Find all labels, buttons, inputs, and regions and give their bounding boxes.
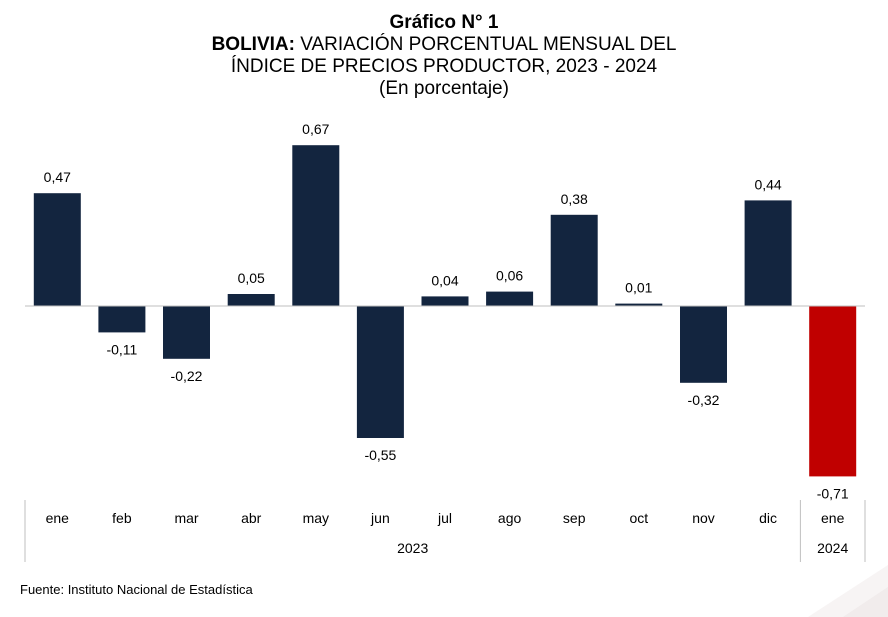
bar-5 — [356, 306, 404, 438]
data-label-3: 0,05 — [238, 270, 265, 286]
bar-2 — [163, 306, 210, 359]
bars-group: 0,47 -0,11 -0,22 0,05 0,67 -0,55 0,04 0,06 0,38 0… — [33, 121, 857, 501]
category-label-12: ene — [821, 510, 845, 526]
data-label-9: 0,01 — [625, 280, 652, 296]
category-label-2: mar — [174, 510, 198, 526]
data-label-11: 0,44 — [754, 176, 781, 192]
chart-title-block: Gráfico N° 1 BOLIVIA: VARIACIÓN PORCENTU… — [0, 12, 888, 100]
category-label-5: jun — [370, 510, 390, 526]
data-label-0: 0,47 — [44, 169, 71, 185]
category-label-8: sep — [563, 510, 586, 526]
chart-title-text: VARIACIÓN PORCENTUAL MENSUAL DEL — [294, 34, 677, 55]
year-label-1: 2024 — [817, 540, 848, 556]
bar-1 — [98, 306, 146, 333]
category-label-7: ago — [498, 510, 522, 526]
bar-8 — [550, 214, 598, 306]
data-label-2: -0,22 — [171, 368, 203, 384]
year-label-0: 2023 — [397, 540, 428, 556]
category-label-10: nov — [692, 510, 715, 526]
category-label-11: dic — [759, 510, 777, 526]
data-label-8: 0,38 — [561, 191, 588, 207]
data-label-4: 0,67 — [302, 121, 329, 137]
chart-title-country: BOLIVIA: — [211, 34, 295, 55]
data-label-5: -0,55 — [364, 447, 396, 463]
bar-9 — [615, 303, 663, 306]
category-axis: ene feb mar abr may jun jul ago sep oct nov dic ene 2… — [24, 500, 866, 562]
bar-0 — [33, 193, 81, 306]
bar-4 — [292, 145, 340, 306]
category-label-4: may — [303, 510, 329, 526]
category-label-3: abr — [241, 510, 262, 526]
data-label-12: -0,71 — [817, 485, 849, 501]
chart-number: Gráfico N° 1 — [389, 12, 499, 33]
data-label-10: -0,32 — [688, 392, 720, 408]
corner-decoration — [808, 565, 888, 617]
data-label-7: 0,06 — [496, 268, 523, 284]
bar-12 — [809, 306, 857, 477]
category-label-0: ene — [46, 510, 70, 526]
bar-7 — [486, 291, 534, 306]
bar-chart: 0,47 -0,11 -0,22 0,05 0,67 -0,55 0,04 0,06 0,38 0… — [24, 121, 866, 562]
data-label-1: -0,11 — [106, 341, 137, 357]
chart-title-line2: ÍNDICE DE PRECIOS PRODUCTOR, 2023 - 2024 — [230, 56, 658, 77]
bar-3 — [227, 294, 275, 306]
chart-title-line1: BOLIVIA: VARIACIÓN PORCENTUAL MENSUAL DE… — [0, 34, 888, 56]
category-label-1: feb — [112, 510, 132, 526]
category-label-9: oct — [629, 510, 648, 526]
data-label-6: 0,04 — [431, 272, 458, 288]
bar-11 — [744, 200, 792, 306]
bar-6 — [421, 296, 469, 306]
category-label-6: jul — [437, 510, 452, 526]
bar-10 — [680, 306, 727, 383]
source-note: Fuente: Instituto Nacional de Estadístic… — [20, 582, 253, 597]
chart-subtitle: (En porcentaje) — [379, 78, 509, 99]
